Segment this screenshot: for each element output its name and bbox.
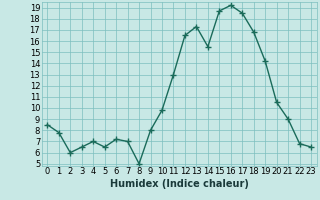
X-axis label: Humidex (Indice chaleur): Humidex (Indice chaleur) <box>110 179 249 189</box>
